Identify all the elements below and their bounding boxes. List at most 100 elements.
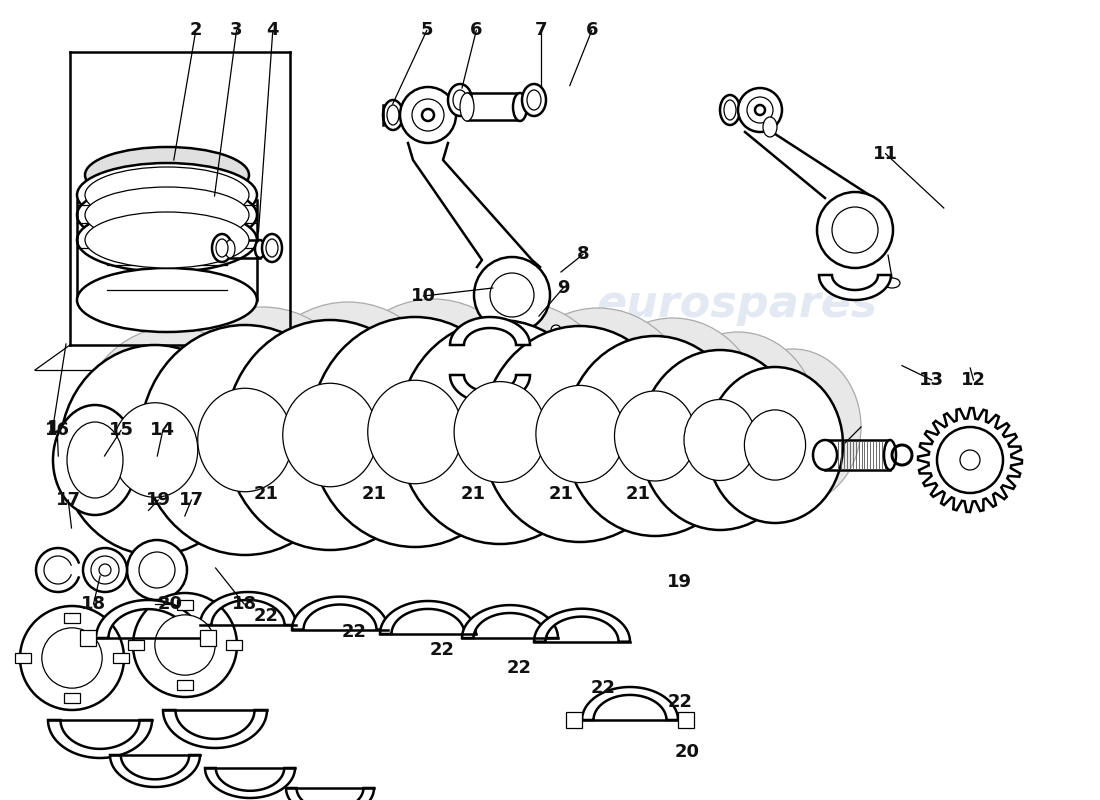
- Circle shape: [490, 273, 534, 317]
- Circle shape: [133, 593, 236, 697]
- Bar: [177, 600, 192, 610]
- Ellipse shape: [158, 307, 368, 537]
- Ellipse shape: [398, 320, 602, 544]
- Text: 21: 21: [626, 486, 650, 503]
- Text: 13: 13: [920, 371, 944, 389]
- Text: 1: 1: [46, 419, 59, 437]
- Ellipse shape: [77, 163, 257, 227]
- Circle shape: [91, 556, 119, 584]
- Ellipse shape: [328, 299, 538, 529]
- Polygon shape: [205, 768, 295, 798]
- Ellipse shape: [453, 90, 468, 110]
- Text: 22: 22: [668, 694, 692, 711]
- Ellipse shape: [140, 325, 350, 555]
- Text: 16: 16: [45, 422, 69, 439]
- Ellipse shape: [85, 167, 249, 223]
- Text: 19: 19: [668, 574, 692, 591]
- Text: 2: 2: [189, 22, 202, 39]
- Ellipse shape: [255, 240, 265, 258]
- Text: 20: 20: [675, 743, 700, 761]
- Ellipse shape: [310, 317, 520, 547]
- Polygon shape: [96, 600, 200, 638]
- Ellipse shape: [500, 308, 696, 524]
- Text: 17: 17: [56, 491, 80, 509]
- Bar: [14, 653, 31, 663]
- Text: 18: 18: [232, 595, 256, 613]
- Ellipse shape: [745, 410, 805, 480]
- Bar: [200, 630, 216, 646]
- Circle shape: [738, 88, 782, 132]
- Polygon shape: [292, 597, 388, 630]
- Ellipse shape: [454, 382, 546, 482]
- Polygon shape: [163, 710, 267, 748]
- Circle shape: [755, 105, 764, 115]
- Bar: [678, 712, 694, 728]
- Ellipse shape: [85, 212, 249, 268]
- Text: 7: 7: [535, 22, 548, 39]
- Bar: [566, 712, 582, 728]
- Ellipse shape: [448, 84, 472, 116]
- Ellipse shape: [482, 326, 678, 542]
- Text: 12: 12: [961, 371, 986, 389]
- Text: 6: 6: [585, 22, 598, 39]
- Ellipse shape: [565, 336, 745, 536]
- Ellipse shape: [583, 318, 763, 518]
- Ellipse shape: [720, 95, 740, 125]
- Text: 22: 22: [507, 659, 531, 677]
- Polygon shape: [286, 788, 374, 800]
- Text: 21: 21: [461, 486, 485, 503]
- Bar: [80, 630, 96, 646]
- Ellipse shape: [884, 440, 896, 470]
- Ellipse shape: [77, 208, 257, 272]
- Ellipse shape: [884, 278, 900, 288]
- Polygon shape: [462, 605, 558, 638]
- Ellipse shape: [77, 183, 257, 247]
- Bar: [64, 613, 80, 623]
- Polygon shape: [582, 687, 678, 720]
- Ellipse shape: [283, 383, 377, 486]
- Ellipse shape: [266, 239, 278, 257]
- Text: 22: 22: [591, 679, 615, 697]
- Ellipse shape: [367, 380, 462, 484]
- Ellipse shape: [85, 187, 249, 243]
- Text: 5: 5: [420, 22, 433, 39]
- Text: 10: 10: [411, 287, 436, 305]
- Ellipse shape: [226, 320, 434, 550]
- Text: eurospares: eurospares: [596, 282, 878, 326]
- Polygon shape: [918, 408, 1022, 512]
- Ellipse shape: [520, 394, 536, 406]
- Ellipse shape: [243, 302, 453, 532]
- Ellipse shape: [813, 440, 837, 470]
- Ellipse shape: [527, 90, 541, 110]
- Text: 17: 17: [179, 491, 204, 509]
- Bar: [64, 693, 80, 703]
- Ellipse shape: [216, 239, 228, 257]
- Circle shape: [474, 257, 550, 333]
- Circle shape: [960, 450, 980, 470]
- Ellipse shape: [387, 105, 399, 125]
- Ellipse shape: [212, 234, 232, 262]
- Ellipse shape: [53, 405, 138, 515]
- Ellipse shape: [548, 350, 564, 360]
- Circle shape: [832, 207, 878, 253]
- Ellipse shape: [658, 332, 818, 512]
- Polygon shape: [110, 755, 200, 787]
- Circle shape: [422, 109, 435, 121]
- Ellipse shape: [615, 391, 695, 481]
- Ellipse shape: [724, 100, 736, 120]
- Text: 14: 14: [151, 422, 175, 439]
- Ellipse shape: [262, 234, 282, 262]
- Ellipse shape: [78, 327, 268, 537]
- Text: 20: 20: [158, 595, 183, 613]
- Text: 6: 6: [470, 22, 483, 39]
- Bar: [113, 653, 130, 663]
- Text: 15: 15: [109, 422, 133, 439]
- Ellipse shape: [763, 117, 777, 137]
- Text: 19: 19: [146, 491, 170, 509]
- Ellipse shape: [513, 93, 527, 121]
- Ellipse shape: [60, 345, 250, 555]
- Bar: [128, 640, 144, 650]
- Ellipse shape: [536, 386, 624, 482]
- Circle shape: [551, 325, 561, 335]
- Text: 9: 9: [557, 279, 570, 297]
